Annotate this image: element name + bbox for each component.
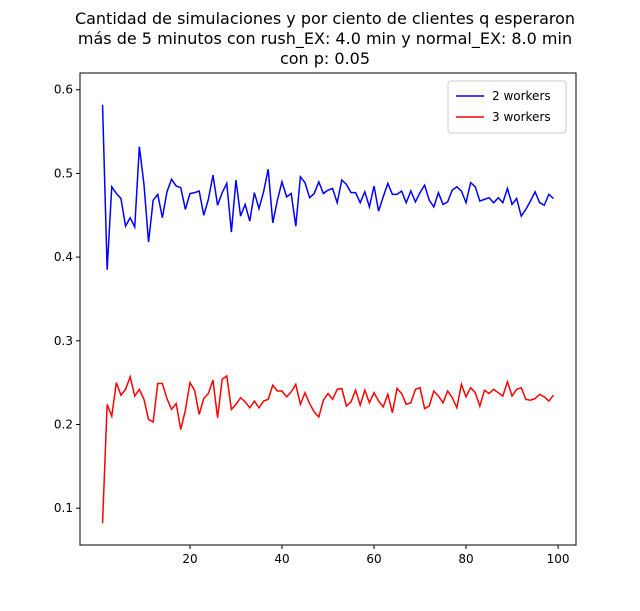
y-tick-label: 0.4	[54, 250, 73, 264]
x-tick-label: 60	[366, 552, 381, 566]
y-tick-label: 0.2	[54, 417, 73, 431]
plot-frame	[79, 72, 577, 546]
x-tick-label: 40	[274, 552, 289, 566]
series-line	[101, 104, 554, 270]
x-tick-label: 20	[182, 552, 197, 566]
chart-title: más de 5 minutos con rush_EX: 4.0 min y …	[78, 29, 572, 49]
legend-box	[447, 80, 567, 134]
y-tick-label: 0.3	[54, 334, 73, 348]
series-line	[101, 374, 555, 524]
chart-title: Cantidad de simulaciones y por ciento de…	[75, 9, 575, 28]
x-tick-label: 80	[458, 552, 473, 566]
y-tick-label: 0.6	[54, 83, 73, 97]
chart-title: con p: 0.05	[280, 49, 370, 68]
x-tick-label: 100	[547, 552, 570, 566]
legend-label: 3 workers	[492, 110, 551, 124]
legend-label: 2 workers	[492, 89, 551, 103]
y-tick-label: 0.1	[54, 501, 73, 515]
y-tick-label: 0.5	[54, 166, 73, 180]
